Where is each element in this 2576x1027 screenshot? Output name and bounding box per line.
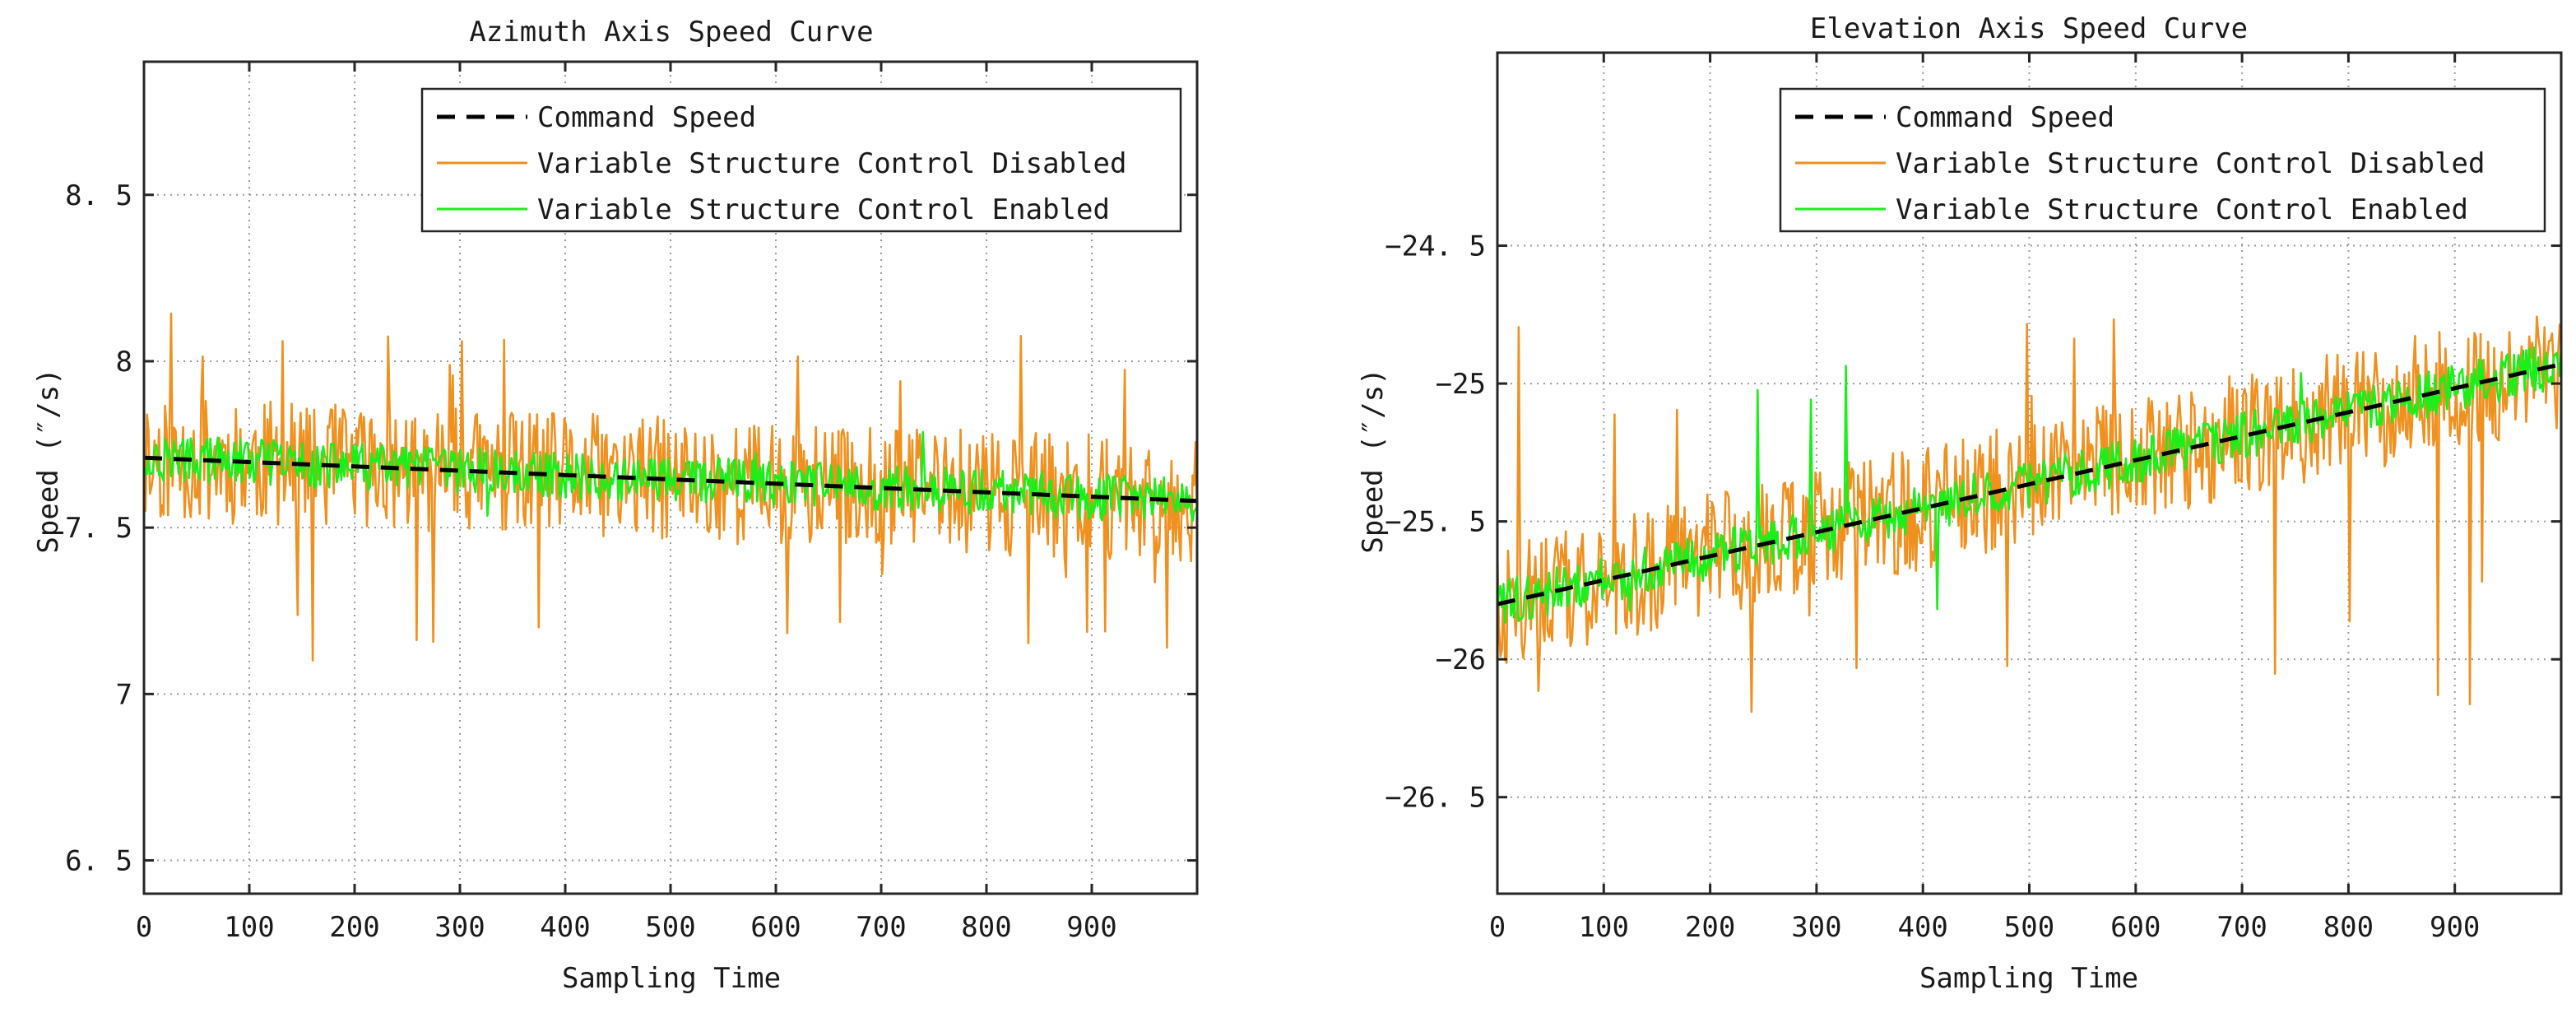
- y-tick-label: 7. 5: [65, 512, 132, 545]
- ticks: 0 100 200 300 400 500 600 700 800 900 6. 5 7 7. 5 8 8.…: [65, 62, 1197, 944]
- x-tick-label: 600: [750, 911, 801, 944]
- y-axis-label: Speed (″/s): [1357, 368, 1390, 553]
- y-tick-label: −24. 5: [1385, 230, 1486, 263]
- x-tick-label: 600: [2110, 911, 2161, 944]
- x-tick-label: 0: [136, 911, 152, 944]
- legend-item: Variable Structure Control Disabled: [437, 147, 1126, 180]
- series-group: [1497, 315, 2561, 713]
- y-tick-label: −25: [1436, 368, 1486, 401]
- x-tick-label: 500: [2004, 911, 2054, 944]
- x-axis-label: Sampling Time: [562, 962, 781, 995]
- x-tick-label: 400: [1897, 911, 1947, 944]
- elevation-chart: Elevation Axis Speed Curve Sampling Time…: [1357, 12, 2563, 995]
- x-tick-label: 0: [1489, 911, 1506, 944]
- x-tick-label: 500: [645, 911, 695, 944]
- legend-item: Variable Structure Control Enabled: [437, 193, 1110, 226]
- x-tick-label: 800: [961, 911, 1011, 944]
- y-tick-label: 6. 5: [65, 845, 132, 878]
- x-tick-label: 700: [2216, 911, 2267, 944]
- legend-box: [1779, 87, 2546, 233]
- legend-label: Command Speed: [537, 101, 756, 134]
- y-tick-label: −25. 5: [1385, 506, 1486, 539]
- series-line-command-speed: [1497, 362, 2561, 606]
- ticks: 0 100 200 300 400 500 600 700 800 900 −26. 5 −26 −25…: [1385, 53, 2561, 944]
- x-tick-label: 800: [2323, 911, 2374, 944]
- x-axis-label: Sampling Time: [1919, 962, 2138, 995]
- x-tick-label: 100: [224, 911, 274, 944]
- x-tick-label: 100: [1579, 911, 1629, 944]
- legend-label: Variable Structure Control Enabled: [1896, 193, 2468, 226]
- series-line-vsc-enabled: [144, 430, 1197, 523]
- y-tick-label: −26. 5: [1385, 782, 1486, 815]
- legend-label: Variable Structure Control Enabled: [537, 193, 1110, 226]
- series-group: [144, 312, 1197, 662]
- y-tick-label: 7: [116, 678, 132, 711]
- legend-item: Variable Structure Control Enabled: [1795, 193, 2468, 226]
- legend-label: Variable Structure Control Disabled: [1896, 147, 2485, 180]
- x-tick-label: 200: [329, 911, 379, 944]
- y-tick-label: 8. 5: [65, 179, 132, 212]
- y-axis-label: Speed (″/s): [32, 368, 65, 553]
- x-tick-label: 400: [540, 911, 590, 944]
- legend-box: [420, 87, 1182, 233]
- legend-item: Variable Structure Control Disabled: [1795, 147, 2485, 180]
- y-tick-label: 8: [116, 346, 132, 379]
- x-tick-label: 200: [1685, 911, 1735, 944]
- azimuth-chart: Azimuth Axis Speed Curve Sampling Time S…: [32, 16, 1199, 995]
- legend-label: Variable Structure Control Disabled: [537, 147, 1126, 180]
- y-tick-label: −26: [1436, 644, 1486, 676]
- legend-item: Command Speed: [437, 101, 756, 134]
- chart-title: Azimuth Axis Speed Curve: [469, 16, 873, 49]
- legend: Command Speed Variable Structure Control …: [1779, 87, 2546, 233]
- x-tick-label: 900: [1066, 911, 1116, 944]
- chart-title: Elevation Axis Speed Curve: [1810, 12, 2248, 45]
- x-tick-label: 300: [434, 911, 485, 944]
- legend-item: Command Speed: [1795, 101, 2114, 134]
- x-tick-label: 900: [2430, 911, 2480, 944]
- legend: Command Speed Variable Structure Control …: [420, 87, 1182, 233]
- legend-label: Command Speed: [1896, 101, 2114, 134]
- x-tick-label: 700: [856, 911, 906, 944]
- x-tick-label: 300: [1791, 911, 1841, 944]
